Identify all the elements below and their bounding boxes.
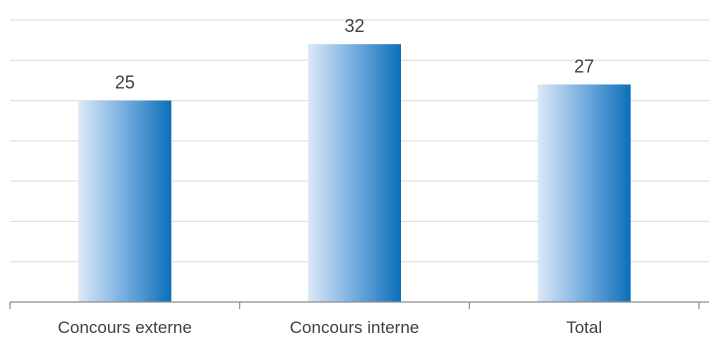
x-tick-label: Total — [566, 318, 602, 337]
data-label: 25 — [115, 73, 135, 93]
data-labels: 25 32 27 — [115, 16, 594, 92]
x-axis — [9, 301, 709, 309]
bar — [78, 100, 172, 302]
data-label: 32 — [344, 16, 364, 36]
x-tick-labels: Concours externe Concours interne Total — [58, 318, 602, 337]
x-tick-label: Concours externe — [58, 318, 192, 337]
data-label: 27 — [574, 56, 594, 76]
bar — [537, 84, 631, 302]
bar — [308, 44, 401, 303]
bars — [78, 44, 631, 303]
x-tick-label: Concours interne — [290, 318, 419, 337]
